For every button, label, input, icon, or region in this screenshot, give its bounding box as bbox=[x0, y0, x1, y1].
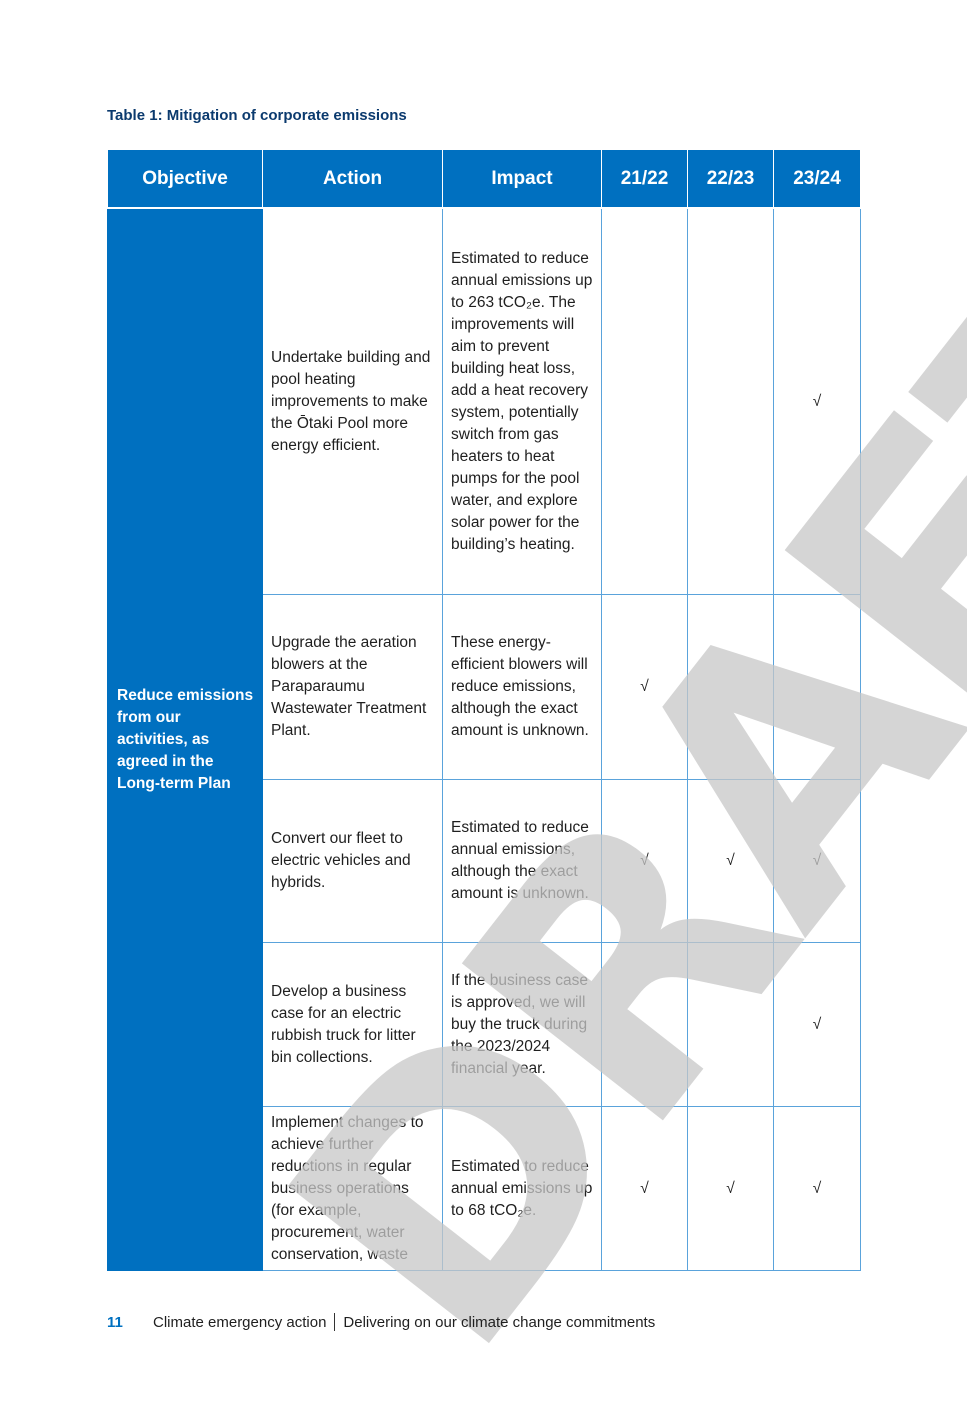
mitigation-table: Objective Action Impact 21/22 22/23 23/2… bbox=[107, 149, 861, 1271]
tick-2122: √ bbox=[601, 1106, 688, 1271]
table-row: Convert our fleet to electric vehicles a… bbox=[108, 779, 861, 943]
action-cell: Undertake building and pool heating impr… bbox=[262, 207, 443, 595]
tick-2324 bbox=[773, 594, 861, 780]
tick-2324: √ bbox=[773, 779, 861, 943]
table-row: Develop a business case for an electric … bbox=[108, 942, 861, 1107]
page-number: 11 bbox=[107, 1313, 123, 1331]
impact-cell: Estimated to reduce annual emissions up … bbox=[442, 1106, 602, 1271]
footer-divider bbox=[334, 1313, 336, 1331]
header-2223: 22/23 bbox=[687, 149, 774, 209]
tick-2223: √ bbox=[687, 779, 774, 943]
header-impact: Impact bbox=[442, 149, 602, 209]
header-2324: 23/24 bbox=[773, 149, 861, 209]
tick-2324: √ bbox=[773, 1106, 861, 1271]
table-row: Reduce emissions from our activities, as… bbox=[107, 207, 861, 1271]
page-footer: 11 Climate emergency action Delivering o… bbox=[107, 1313, 655, 1331]
tick-2223 bbox=[687, 207, 774, 595]
tick-2122 bbox=[601, 942, 688, 1107]
tick-2223: √ bbox=[687, 1106, 774, 1271]
table-row: Implement changes to achieve further red… bbox=[108, 1106, 861, 1271]
table-header-row: Objective Action Impact 21/22 22/23 23/2… bbox=[107, 149, 861, 209]
footer-subtitle: Delivering on our climate change commitm… bbox=[343, 1313, 656, 1331]
impact-cell: These energy-efficient blowers will redu… bbox=[442, 594, 602, 780]
table-caption: Table 1: Mitigation of corporate emissio… bbox=[107, 107, 407, 124]
tick-2223 bbox=[687, 942, 774, 1107]
tick-2122: √ bbox=[601, 779, 688, 943]
tick-2122: √ bbox=[601, 594, 688, 780]
tick-2324: √ bbox=[773, 942, 861, 1107]
tick-2122 bbox=[601, 207, 688, 595]
action-cell: Convert our fleet to electric vehicles a… bbox=[262, 779, 443, 943]
footer-section: Climate emergency action bbox=[153, 1313, 327, 1331]
tick-2223 bbox=[687, 594, 774, 780]
header-action: Action bbox=[262, 149, 443, 209]
impact-cell: Estimated to reduce annual emissions, al… bbox=[442, 779, 602, 943]
table-row: Upgrade the aeration blowers at the Para… bbox=[108, 594, 861, 780]
tick-2324: √ bbox=[773, 207, 861, 595]
impact-cell: If the business case is approved, we wil… bbox=[442, 942, 602, 1107]
impact-cell: Estimated to reduce annual emissions up … bbox=[442, 207, 602, 595]
action-cell: Upgrade the aeration blowers at the Para… bbox=[262, 594, 443, 780]
action-cell: Implement changes to achieve further red… bbox=[262, 1106, 443, 1271]
header-2122: 21/22 bbox=[601, 149, 688, 209]
objective-cell: Reduce emissions from our activities, as… bbox=[107, 207, 263, 1271]
action-cell: Develop a business case for an electric … bbox=[262, 942, 443, 1107]
header-objective: Objective bbox=[107, 149, 263, 209]
